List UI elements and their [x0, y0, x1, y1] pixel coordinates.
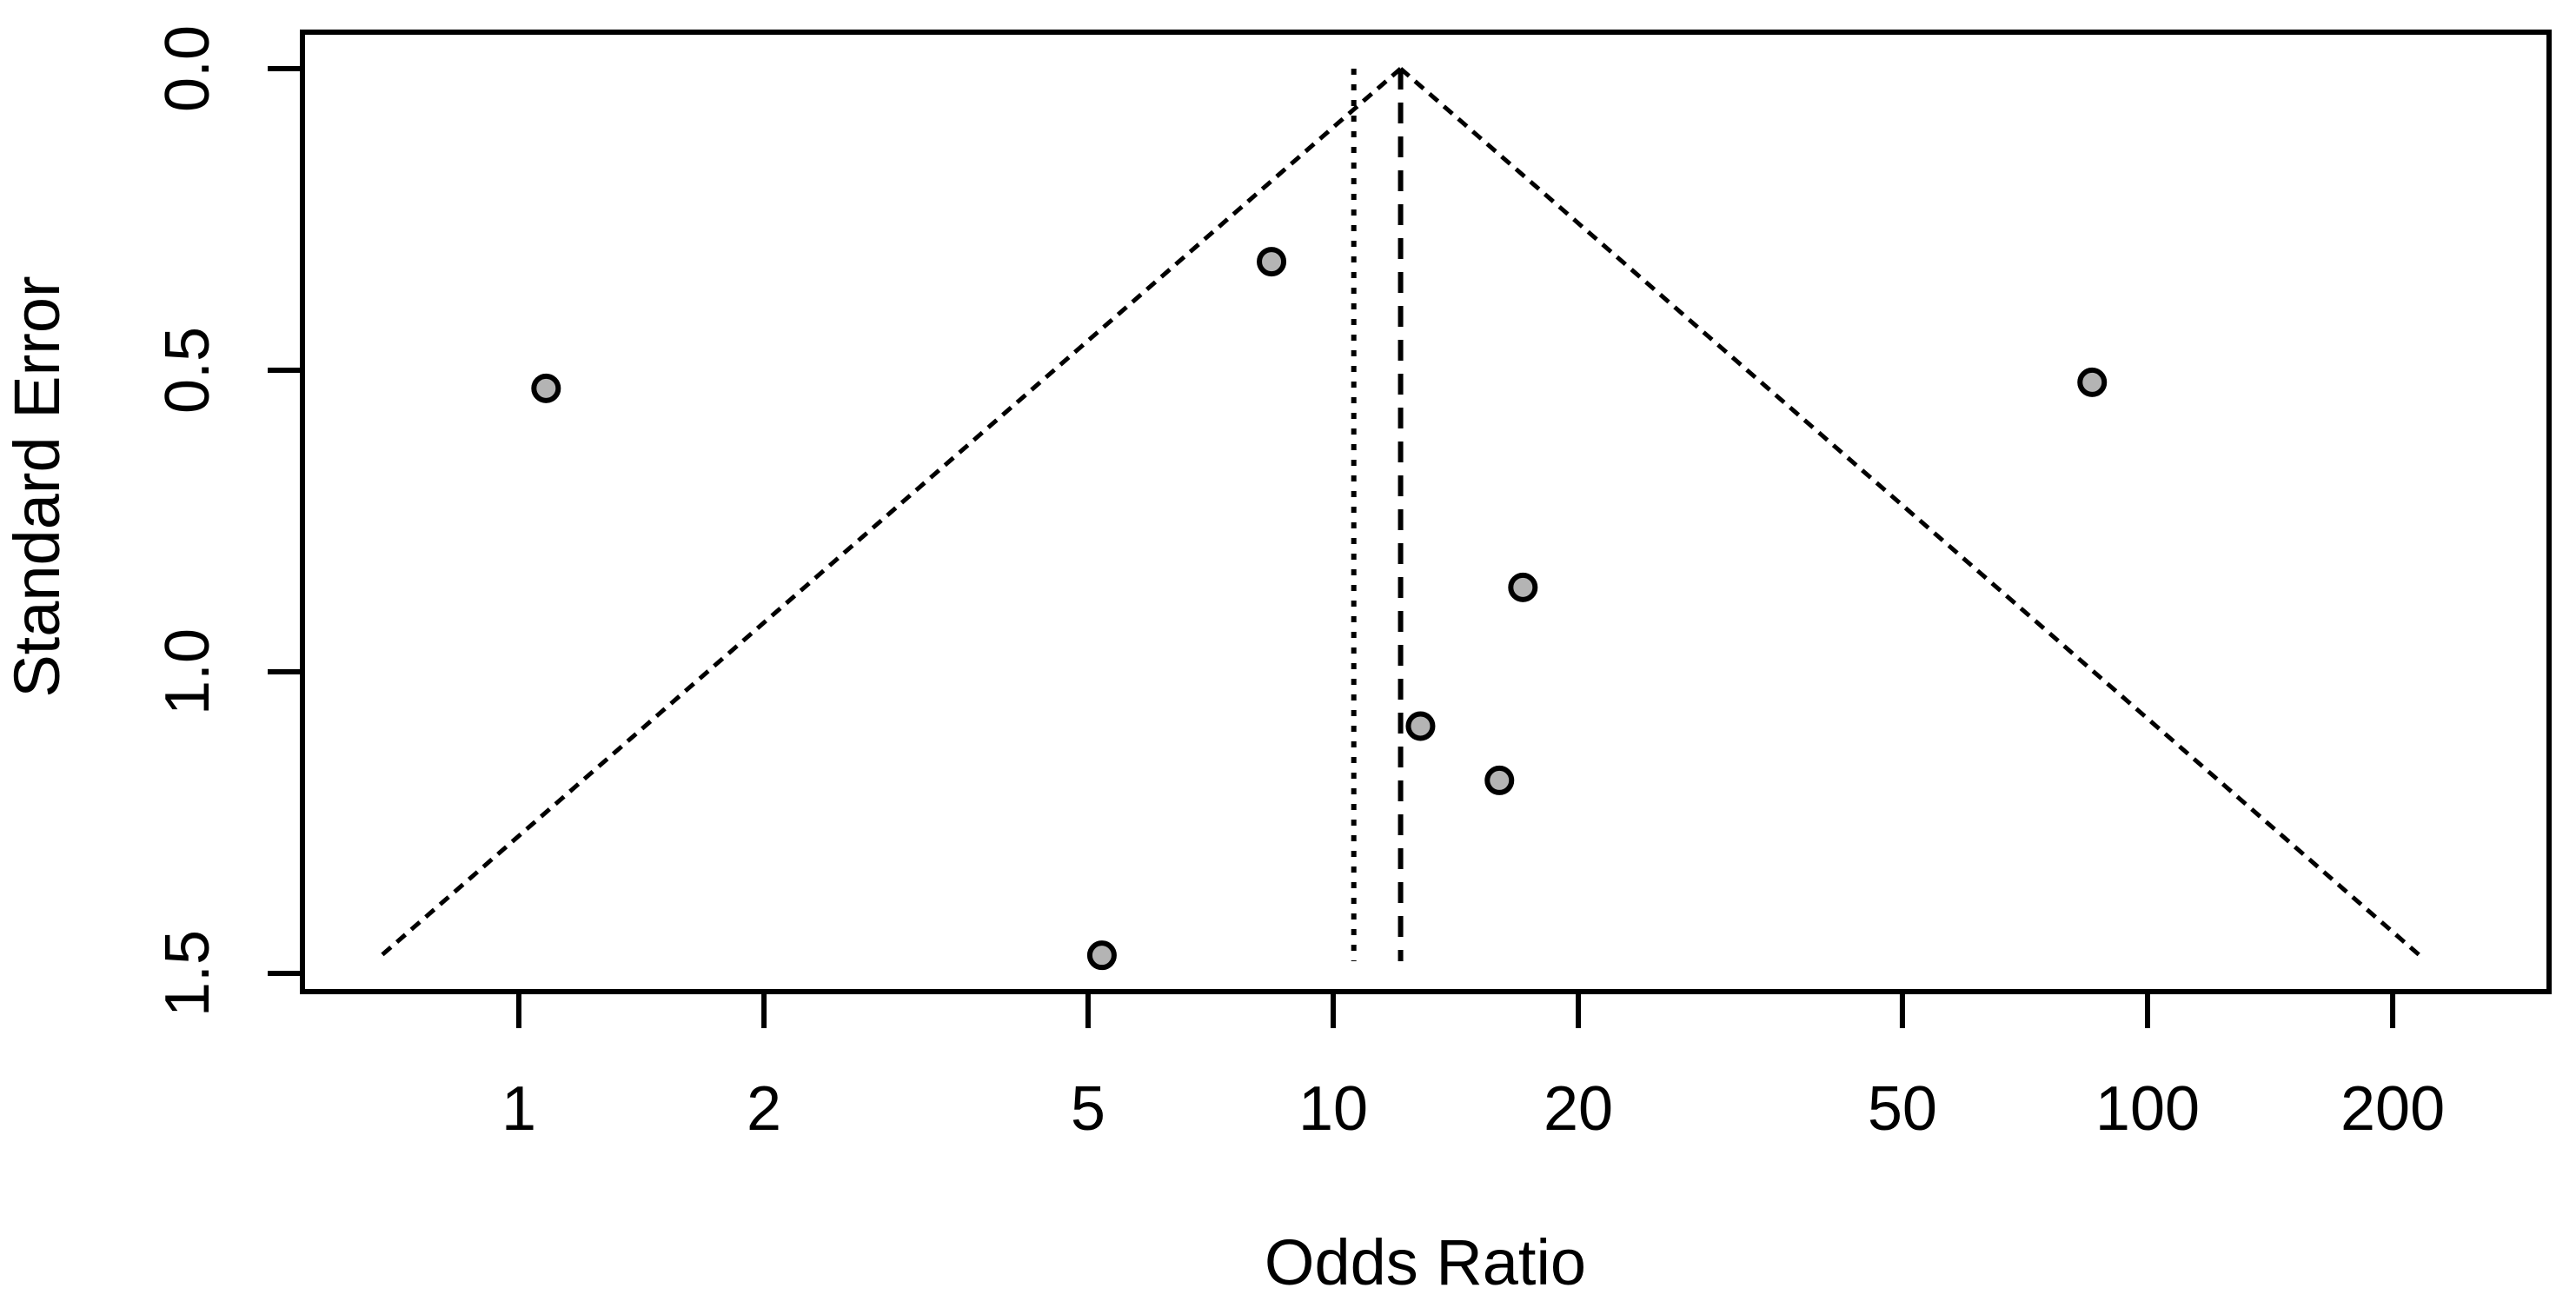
x-tick-label: 1 — [501, 1074, 536, 1144]
x-tick-label: 200 — [2340, 1074, 2445, 1144]
x-tick-label: 20 — [1544, 1074, 1613, 1144]
funnel-left-edge — [377, 67, 1403, 959]
x-tick-label: 5 — [1071, 1074, 1105, 1144]
x-tick-label: 10 — [1298, 1074, 1368, 1144]
data-point — [1508, 572, 1538, 602]
plot-box — [300, 30, 2552, 994]
y-tick-label: 0.5 — [153, 327, 222, 414]
data-point — [1086, 940, 1117, 971]
x-tick-label: 100 — [2095, 1074, 2200, 1144]
plot-generated-content: 1 2 5 10 20 50 100 200 0.0 0.5 1.0 1.5 — [153, 25, 2552, 1144]
data-point — [2077, 367, 2108, 397]
y-tick-label: 0.0 — [153, 25, 222, 112]
data-point — [1405, 711, 1436, 741]
x-tick-label: 2 — [747, 1074, 781, 1144]
y-tick-label: 1.0 — [153, 628, 222, 715]
x-axis-title: Odds Ratio — [1265, 1226, 1586, 1298]
funnel-right-edge — [1398, 67, 2424, 959]
data-point — [1257, 247, 1287, 277]
y-tick-label: 1.5 — [153, 930, 222, 1017]
data-point — [1484, 765, 1515, 795]
x-tick-label: 50 — [1868, 1074, 1937, 1144]
y-axis-title: Standard Error — [1, 276, 73, 697]
data-point — [531, 373, 561, 403]
